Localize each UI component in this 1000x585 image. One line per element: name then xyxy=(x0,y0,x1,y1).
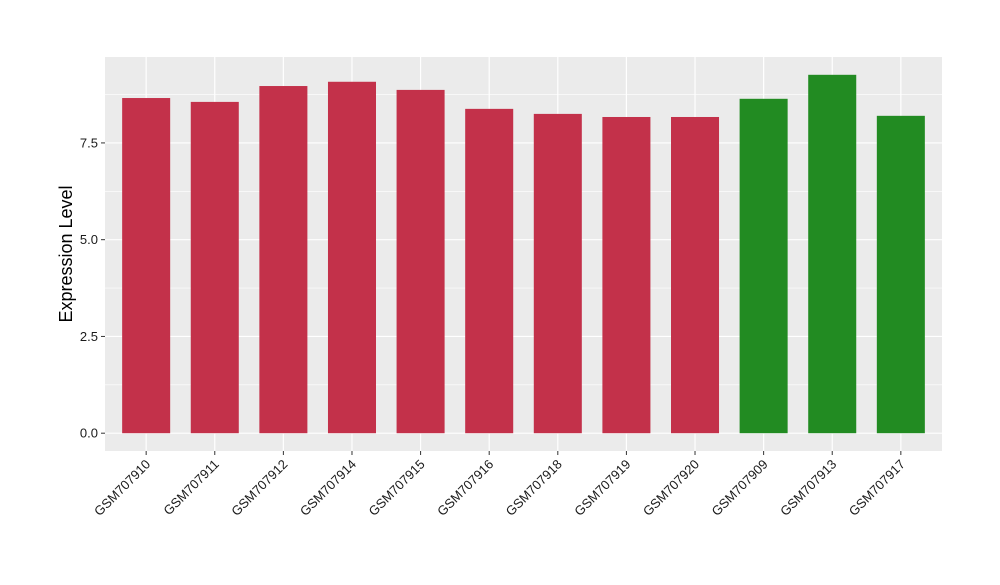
plot-panel xyxy=(105,57,942,451)
bar-GSM707914 xyxy=(327,81,376,434)
y-tick-label: 5.0 xyxy=(80,232,98,247)
y-tick-label: 2.5 xyxy=(80,329,98,344)
x-tick-label: GSM707914 xyxy=(297,457,359,519)
y-tick-label: 7.5 xyxy=(80,135,98,150)
x-tick-label: GSM707911 xyxy=(160,457,222,519)
x-tick-label: GSM707912 xyxy=(228,457,290,519)
bar-GSM707917 xyxy=(876,115,925,434)
bar-GSM707916 xyxy=(465,108,514,434)
x-tick-label: GSM707913 xyxy=(777,457,839,519)
x-tick-label: GSM707916 xyxy=(434,457,496,519)
y-tick-label: 0.0 xyxy=(80,426,98,441)
bar-GSM707919 xyxy=(602,116,651,434)
bar-GSM707912 xyxy=(259,86,308,434)
bar-GSM707918 xyxy=(533,113,582,434)
x-tick-label: GSM707920 xyxy=(640,457,702,519)
x-tick-label: GSM707917 xyxy=(846,457,908,519)
bar-GSM707913 xyxy=(808,74,857,434)
bar-GSM707909 xyxy=(739,98,788,434)
bar-GSM707915 xyxy=(396,89,445,434)
x-tick-label: GSM707919 xyxy=(571,457,633,519)
bar-GSM707911 xyxy=(190,101,239,434)
x-tick-label: GSM707918 xyxy=(503,457,565,519)
y-axis-label: Expression Level xyxy=(56,185,76,322)
x-tick-label: GSM707909 xyxy=(709,457,771,519)
x-tick-label: GSM707915 xyxy=(365,457,427,519)
x-tick-label: GSM707910 xyxy=(91,457,153,519)
bar-GSM707910 xyxy=(122,98,171,434)
bar-GSM707920 xyxy=(671,116,720,434)
